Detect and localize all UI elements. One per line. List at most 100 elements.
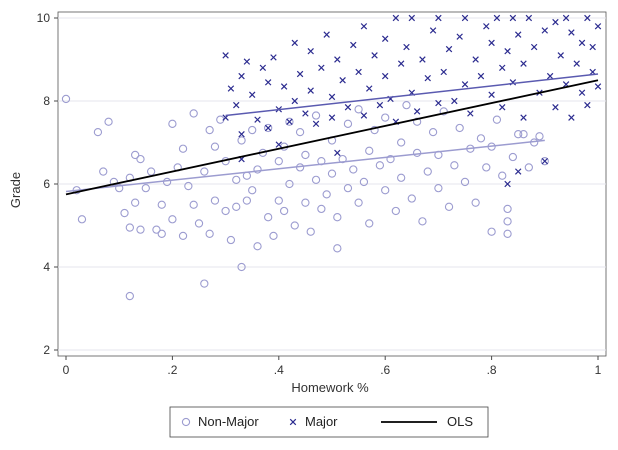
nonmajor-point [274, 157, 283, 166]
y-tick-label: 8 [43, 94, 50, 108]
major-point [381, 72, 389, 80]
gridlines [58, 17, 606, 351]
nonmajor-point [77, 215, 87, 224]
nonmajor-point [131, 198, 140, 207]
nonmajor-point [423, 167, 432, 176]
nonmajor-point [109, 177, 119, 187]
major-point [355, 68, 362, 76]
major-point [578, 89, 586, 96]
major-point [366, 85, 373, 92]
nonmajor-point [514, 130, 523, 139]
nonmajor-point [146, 167, 156, 176]
major-fit-line [225, 73, 599, 117]
nonmajor-point [439, 107, 448, 116]
nonmajor-point [487, 227, 496, 236]
nonmajor-point [269, 231, 278, 241]
major-point [530, 43, 538, 51]
nonmajor-point [365, 146, 374, 155]
major-point [334, 149, 341, 157]
nonmajor-point [237, 262, 246, 272]
nonmajor-point [168, 215, 177, 224]
major-point [280, 83, 288, 90]
major-point [238, 72, 245, 80]
nonmajor-point [232, 202, 241, 211]
x-tick-label: .6 [380, 363, 390, 377]
nonmajor-point [428, 127, 438, 137]
major-point [451, 97, 458, 105]
nonmajor-point [418, 217, 427, 226]
nonmajor-point [402, 101, 411, 110]
major-point [307, 47, 314, 55]
major-point [429, 27, 437, 34]
nonmajor-point [120, 208, 129, 218]
major-point [291, 39, 298, 47]
nonmajor-point [444, 202, 454, 211]
major-point [344, 104, 352, 111]
major-point [419, 56, 426, 63]
nonmajor-point [460, 177, 470, 187]
nonmajor-point [152, 225, 161, 234]
nonmajor-point [200, 167, 209, 176]
major-point [254, 116, 261, 123]
legend-label: Major [305, 414, 338, 429]
major-point [483, 23, 490, 30]
major-point [514, 31, 522, 38]
nonmajor-point [93, 127, 103, 137]
legend: Non-Major Major OLS [169, 406, 489, 438]
major-point [435, 14, 442, 22]
major-point [424, 74, 431, 82]
major-point [307, 87, 314, 94]
major-point [371, 52, 378, 59]
major-point [318, 64, 325, 72]
nonmajor-point [540, 157, 549, 166]
major-point [573, 60, 580, 67]
major-point [525, 14, 533, 22]
nonmajor-point [317, 204, 326, 214]
nonmajor-point [205, 229, 214, 238]
major-point [589, 43, 596, 51]
nonmajor-point [503, 217, 512, 226]
nonmajor-point [178, 231, 188, 241]
nonmajor-point [482, 163, 491, 172]
major-point [381, 35, 389, 42]
major-point [397, 60, 405, 67]
major-point [546, 72, 554, 80]
major-point [259, 64, 267, 72]
major-point [328, 114, 336, 121]
nonmajor-point [311, 175, 321, 184]
y-tick-label: 10 [37, 11, 51, 25]
x-tick-label: .2 [167, 363, 177, 377]
y-tick-label: 4 [43, 260, 50, 274]
nonmajor-point [365, 219, 374, 228]
major-point [264, 79, 272, 86]
nonmajor-point [104, 117, 113, 126]
nonmajor-point [498, 171, 507, 180]
major-point [408, 14, 416, 22]
major-point [584, 101, 591, 109]
legend-item-non-major: Non-Major [181, 414, 259, 429]
nonmajor-fit-line [65, 139, 545, 193]
major-point [578, 39, 586, 47]
nonmajor-point [295, 127, 305, 137]
nonmajor-point [349, 165, 358, 174]
nonmajor-point [115, 183, 124, 193]
nonmajor-point [194, 219, 204, 228]
fit-lines [65, 73, 599, 196]
nonmajor-point [471, 198, 480, 207]
nonmajor-point [519, 130, 528, 139]
major-point [227, 85, 235, 92]
nonmajor-point [455, 123, 464, 133]
x-tick-label: 0 [63, 363, 70, 377]
nonmajor-point [311, 111, 321, 120]
x-tick-label: .4 [274, 363, 284, 377]
nonmajor-point [391, 206, 400, 216]
data-points [61, 14, 602, 301]
major-point [233, 101, 240, 109]
nonmajor-point [397, 173, 406, 182]
nonmajor-point [508, 152, 518, 162]
legend-items: Non-Major Major OLS [181, 414, 473, 429]
major-point [328, 93, 336, 101]
nonmajor-point [141, 183, 150, 193]
nonmajor-point [290, 221, 299, 230]
nonmajor-point [407, 194, 416, 203]
